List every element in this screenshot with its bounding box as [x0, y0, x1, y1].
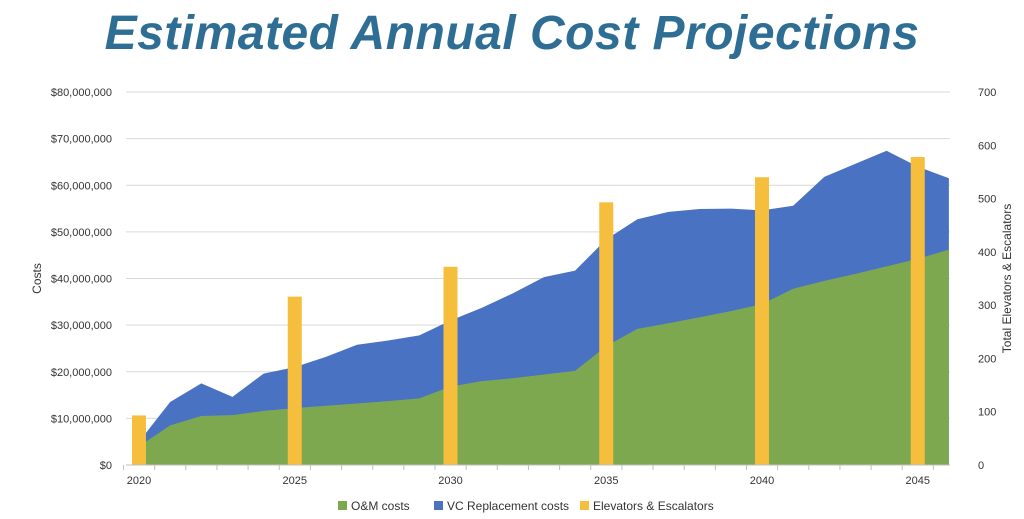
- x-tick-label: 2020: [127, 475, 151, 487]
- chart-title: Estimated Annual Cost Projections: [104, 7, 920, 60]
- y2-axis-title: Total Elevators & Escalators: [1000, 204, 1014, 353]
- y-tick-label: $30,000,000: [51, 320, 112, 332]
- x-tick-label: 2035: [594, 475, 618, 487]
- x-tick-label: 2025: [283, 475, 307, 487]
- axes: $0 $10,000,000 $20,000,000 $30,000,000 $40,0…: [30, 87, 1014, 487]
- x-tick-label: 2045: [906, 475, 930, 487]
- y-axis-title: Costs: [30, 263, 44, 294]
- y-tick-label: $70,000,000: [51, 134, 112, 146]
- y2-tick-label: 0: [978, 460, 984, 472]
- y2-tick-label: 700: [978, 87, 996, 99]
- om-costs-area: [139, 249, 949, 465]
- x-tick-label: 2040: [750, 475, 774, 487]
- y-tick-label: $40,000,000: [51, 274, 112, 286]
- area-series: [139, 150, 949, 465]
- elevators-bar: [910, 157, 925, 465]
- elevators-bar: [599, 202, 614, 465]
- legend-label: Elevators & Escalators: [593, 499, 714, 513]
- x-tick-label: 2030: [438, 475, 462, 487]
- y-tick-label: $50,000,000: [51, 227, 112, 239]
- legend-swatch: [338, 501, 347, 510]
- y-tick-label: $10,000,000: [51, 413, 112, 425]
- y-tick-label: $60,000,000: [51, 180, 112, 192]
- y2-tick-label: 600: [978, 140, 996, 152]
- legend-label: O&M costs: [351, 499, 410, 513]
- legend-label: VC Replacement costs: [447, 499, 569, 513]
- y2-tick-label: 200: [978, 353, 996, 365]
- y-tick-label: $0: [100, 460, 112, 472]
- legend-swatch: [434, 501, 443, 510]
- y2-tick-label: 400: [978, 247, 996, 259]
- elevators-bar: [287, 296, 302, 465]
- y2-tick-label: 500: [978, 194, 996, 206]
- elevators-bar: [443, 266, 458, 465]
- y2-tick-label: 100: [978, 407, 996, 419]
- y-tick-label: $80,000,000: [51, 87, 112, 99]
- elevators-bar: [132, 415, 146, 465]
- y2-tick-label: 300: [978, 300, 996, 312]
- y-tick-label: $20,000,000: [51, 367, 112, 379]
- elevators-bar: [755, 177, 769, 465]
- bar-series: [132, 157, 925, 465]
- legend: O&M costs VC Replacement costs Elevators &…: [338, 499, 714, 513]
- legend-swatch: [580, 501, 589, 510]
